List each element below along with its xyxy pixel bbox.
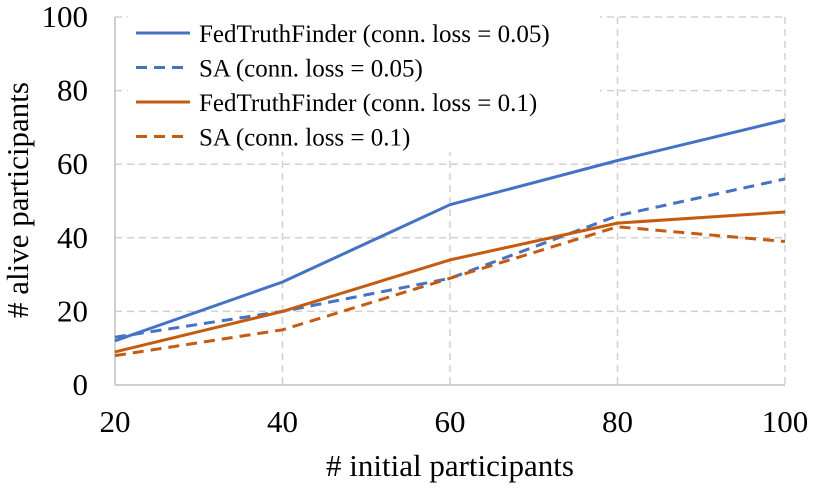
y-tick-label: 40 [57,220,88,255]
x-tick-label: 20 [100,404,131,439]
x-tick-label: 60 [435,404,466,439]
x-tick-label: 100 [762,404,809,439]
legend-label-2: SA (conn. loss = 0.05) [199,56,423,83]
y-tick-label: 20 [57,293,88,328]
x-tick-label: 40 [267,404,298,439]
series-line-3 [114,210,786,354]
y-tick-label: 0 [73,367,89,402]
series-lines [114,118,786,358]
legend: FedTruthFinder (conn. loss = 0.05) SA (co… [128,14,600,152]
y-axis-label: # alive participants [0,82,35,318]
x-tick-label: 80 [602,404,633,439]
legend-label-3: FedTruthFinder (conn. loss = 0.1) [199,90,537,117]
legend-background [128,14,600,152]
y-tick-label: 100 [42,0,89,34]
y-tick-label: 60 [57,146,88,181]
series-line-1 [114,118,786,343]
y-tick-label: 80 [57,73,88,108]
x-axis-label: # initial participants [326,448,574,483]
tick-labels: 0 20 40 60 80 100 20 40 60 80 100 [42,0,809,439]
legend-label-1: FedTruthFinder (conn. loss = 0.05) [199,21,550,48]
series-line-2 [114,177,786,339]
series-line-4 [114,225,786,358]
axes [114,17,785,386]
legend-label-4: SA (conn. loss = 0.1) [199,125,410,152]
